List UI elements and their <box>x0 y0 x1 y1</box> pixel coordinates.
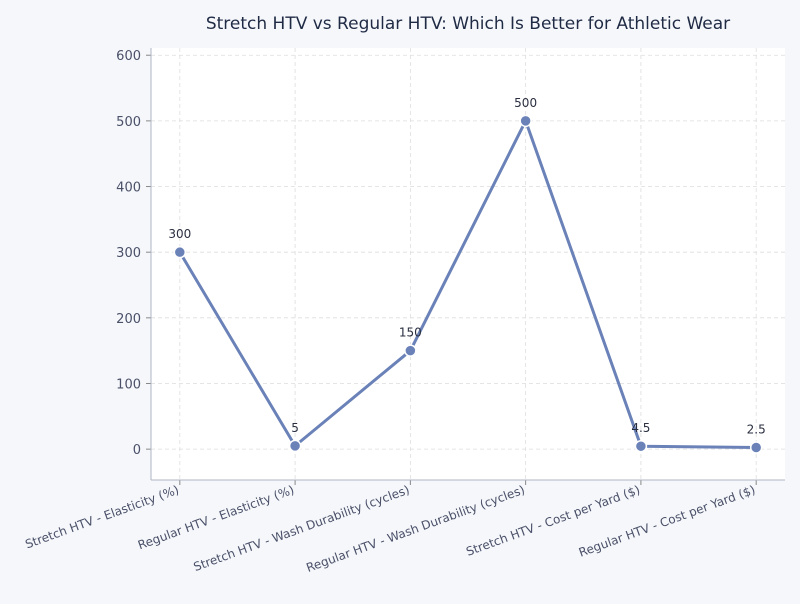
data-point <box>519 114 532 128</box>
data-point <box>173 245 187 259</box>
data-point <box>288 439 302 453</box>
data-label: 5 <box>291 421 299 435</box>
x-tick-label: Stretch HTV - Wash Durability (cycles) <box>192 483 412 574</box>
y-tick-label: 600 <box>116 49 141 64</box>
chart-title: Stretch HTV vs Regular HTV: Which Is Bet… <box>206 14 730 34</box>
data-label: 300 <box>168 227 191 241</box>
data-label: 2.5 <box>747 423 766 437</box>
y-tick-label: 500 <box>116 115 141 130</box>
y-tick-label: 100 <box>116 377 141 392</box>
data-point <box>634 439 648 453</box>
data-label: 500 <box>514 96 537 110</box>
data-point <box>749 441 763 454</box>
data-label: 4.5 <box>631 421 650 435</box>
y-tick-label: 400 <box>116 181 141 196</box>
plot-area <box>151 48 785 480</box>
series-line <box>178 119 757 450</box>
y-tick-label: 300 <box>116 246 141 261</box>
data-point <box>404 344 417 357</box>
y-tick-label: 0 <box>133 443 141 458</box>
data-label: 150 <box>399 326 422 340</box>
y-tick-label: 200 <box>116 312 141 327</box>
x-tick-label: Regular HTV - Wash Durability (cycles) <box>304 483 526 575</box>
